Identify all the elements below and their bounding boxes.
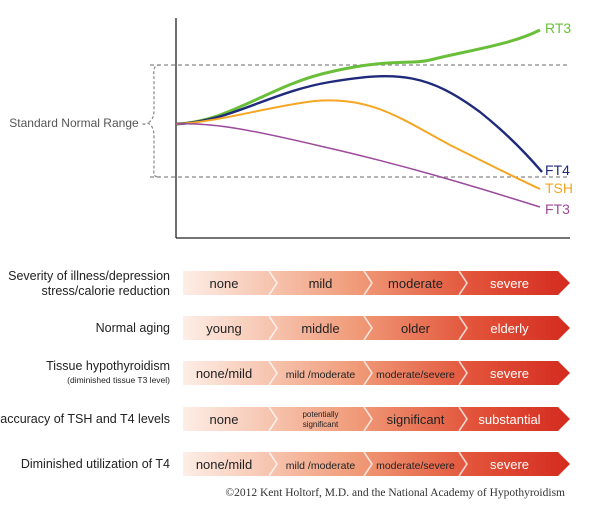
series-labels: RT3 FT4 TSH FT3 <box>545 20 573 217</box>
stage-label: significant <box>387 412 445 427</box>
stage-separator <box>458 270 468 296</box>
chart-curves <box>175 28 543 208</box>
severity-rows: Severity of illness/depression stress/cal… <box>0 269 570 477</box>
row-label: Inaccuracy of TSH and T4 levels <box>0 412 170 426</box>
stage-label: moderate <box>388 276 443 291</box>
stage-label: older <box>401 321 431 336</box>
row-label-line: (diminished tissue T3 level) <box>67 375 170 385</box>
stage-label: severe <box>490 366 529 381</box>
stage-label: none <box>210 412 239 427</box>
normal-range-brace <box>146 64 161 178</box>
stage-separator <box>363 406 373 432</box>
stage-separator <box>458 406 468 432</box>
severity-arrow-bar <box>183 452 570 476</box>
severity-row: Inaccuracy of TSH and T4 levels none poten… <box>0 406 570 432</box>
stage-separator <box>363 270 373 296</box>
severity-arrow-bar <box>183 271 570 295</box>
row-label: Severity of illness/depression stress/cal… <box>8 269 170 298</box>
row-label-line: Severity of illness/depression <box>8 269 170 283</box>
normal-range: Standard Normal Range - <box>9 64 570 178</box>
ft4-curve <box>175 74 543 173</box>
row-label: Diminished utilization of T4 <box>21 457 170 471</box>
stage-label: middle <box>301 321 339 336</box>
stage-separator <box>268 360 278 386</box>
rt3-curve <box>175 28 541 126</box>
stage-label: moderate/severe <box>376 369 455 381</box>
ft3-curve <box>175 122 541 208</box>
stage-label: substantial <box>478 412 540 427</box>
stage-label: elderly <box>490 321 529 336</box>
chart-axes <box>175 18 570 239</box>
series-label-ft3: FT3 <box>545 201 570 217</box>
stage-label: mild /moderate <box>286 369 356 381</box>
normal-range-label: Standard Normal Range - <box>9 116 146 130</box>
severity-row: Tissue hypothyroidism (diminished tissue … <box>46 359 570 386</box>
copyright-notice: ©2012 Kent Holtorf, M.D. and the Nationa… <box>225 487 565 499</box>
stage-separator <box>268 406 278 432</box>
row-label: Normal aging <box>96 321 170 335</box>
stage-label: moderate/severe <box>376 460 455 472</box>
stage-label: none <box>210 276 239 291</box>
stage-separator <box>458 451 468 477</box>
stage-label: severe <box>490 276 529 291</box>
stage-separator <box>268 451 278 477</box>
stage-label: young <box>206 321 241 336</box>
series-label-tsh: TSH <box>545 180 573 196</box>
severity-arrow-bar <box>183 361 570 385</box>
stage-label: mild <box>309 276 333 291</box>
severity-arrow-bar <box>183 316 570 340</box>
stage-separator <box>458 360 468 386</box>
stage-label: severe <box>490 457 529 472</box>
row-label: Tissue hypothyroidism (diminished tissue … <box>46 359 170 385</box>
stage-label: none/mild <box>196 457 252 472</box>
stage-label: mild /moderate <box>286 460 356 472</box>
stage-separator <box>268 315 278 341</box>
row-label-line: Tissue hypothyroidism <box>46 359 170 373</box>
severity-arrow-bar <box>183 407 570 431</box>
severity-row: Diminished utilization of T4 none/mild mil… <box>21 451 570 477</box>
tsh-curve <box>175 99 541 190</box>
stage-separator <box>363 360 373 386</box>
series-label-ft4: FT4 <box>545 162 570 178</box>
severity-row: Normal aging young middle older elderly <box>96 315 570 341</box>
severity-row: Severity of illness/depression stress/cal… <box>8 269 570 298</box>
series-label-rt3: RT3 <box>545 20 571 36</box>
row-label-line: stress/calorie reduction <box>41 284 170 298</box>
stage-separator <box>268 270 278 296</box>
stage-separator <box>363 451 373 477</box>
stage-separator <box>458 315 468 341</box>
stage-label: none/mild <box>196 366 252 381</box>
stage-label: potentially significant <box>302 410 339 429</box>
stage-separator <box>363 315 373 341</box>
